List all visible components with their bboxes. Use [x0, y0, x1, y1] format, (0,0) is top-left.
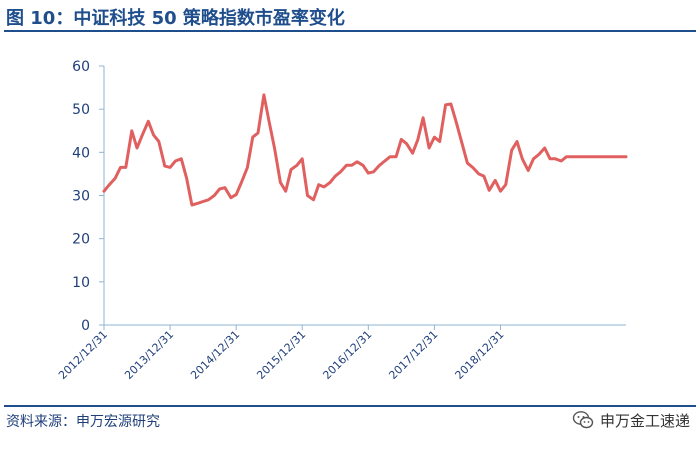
y-tick-label: 10: [72, 275, 90, 291]
y-tick-labels: 0 10 20 30 40 50 60: [72, 59, 104, 334]
title-divider: [4, 30, 696, 32]
axes: [103, 66, 626, 326]
x-tick-label: 2018/12/31: [453, 328, 507, 382]
brand-label: 申万金工速递: [572, 409, 690, 431]
x-tick-label: 2017/12/31: [386, 328, 440, 382]
y-tick-label: 40: [72, 145, 90, 161]
y-tick-label: 20: [72, 232, 90, 248]
x-tick-label: 2013/12/31: [122, 328, 176, 382]
series-line: [102, 93, 628, 207]
y-tick-label: 0: [81, 318, 90, 334]
x-tick-label: 2015/12/31: [254, 328, 308, 382]
y-tick-label: 60: [72, 59, 90, 75]
source-note: 资料来源：申万宏源研究: [6, 414, 160, 430]
brand-text: 申万金工速递: [599, 411, 690, 430]
footer-divider: [4, 405, 696, 407]
x-tick-label: 2012/12/31: [56, 328, 110, 382]
y-tick-label: 30: [72, 189, 90, 205]
x-tick-label: 2014/12/31: [188, 328, 242, 382]
x-tick-labels: 2012/12/31 2013/12/31 2014/12/31 2015/12/31…: [56, 325, 507, 382]
wechat-icon: [572, 411, 594, 429]
x-tick-label: 2016/12/31: [320, 328, 374, 382]
y-tick-label: 50: [72, 102, 90, 118]
chart-title: 图 10：中证科技 50 策略指数市盈率变化: [6, 8, 345, 29]
